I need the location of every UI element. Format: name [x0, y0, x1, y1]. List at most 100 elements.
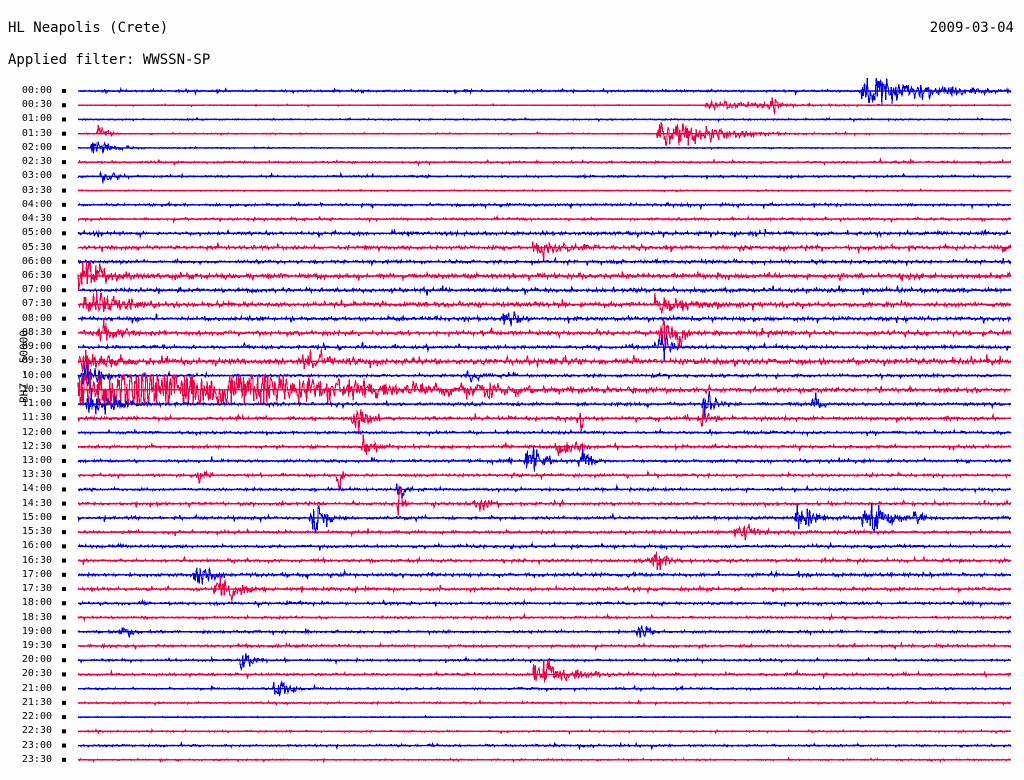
row-tick-mark	[62, 273, 66, 278]
station-title: HL Neapolis (Crete)	[8, 20, 169, 36]
seismic-trace	[77, 362, 1012, 387]
row-tick-mark	[62, 302, 66, 307]
time-label-0130: 01:30	[21, 127, 52, 139]
row-tick-mark	[62, 188, 66, 193]
time-label-0930: 09:30	[21, 355, 52, 367]
row-tick-mark	[62, 757, 66, 762]
time-label-1300: 13:00	[21, 454, 52, 466]
seismic-trace	[78, 434, 1012, 456]
time-label-1700: 17:00	[21, 568, 52, 580]
time-label-1530: 15:30	[21, 526, 52, 538]
row-tick-mark	[62, 530, 66, 535]
time-label-0100: 01:00	[21, 113, 52, 125]
trace-canvas	[62, 78, 1012, 764]
time-label-0900: 09:00	[21, 341, 52, 353]
time-label-0000: 00:00	[21, 85, 52, 96]
row-tick-mark	[62, 288, 66, 293]
time-label-0030: 00:30	[21, 99, 52, 111]
row-tick-mark	[62, 643, 66, 648]
seismic-trace	[77, 659, 1011, 683]
row-tick-mark	[62, 487, 66, 492]
time-label-1430: 14:30	[21, 497, 52, 509]
seismic-trace	[77, 567, 1012, 585]
row-tick-mark	[62, 729, 66, 734]
seismogram-plot-area: 00:00 00:30 01:00 01:30 02:00 02:30 03:00 03:30…	[0, 78, 1024, 778]
row-tick-mark	[62, 686, 66, 691]
time-label-0530: 05:30	[21, 241, 52, 253]
time-label-2100: 21:00	[21, 682, 52, 694]
row-tick-mark	[62, 145, 66, 150]
seismic-trace	[77, 292, 1012, 314]
seismic-trace	[77, 652, 1012, 671]
applied-filter-label: Applied filter: WWSSN-SP	[8, 52, 211, 68]
time-label-1200: 12:00	[21, 426, 52, 438]
row-tick-mark	[62, 672, 66, 677]
row-tick-mark	[62, 231, 66, 236]
time-label-0400: 04:00	[21, 198, 52, 210]
row-tick-mark	[62, 387, 66, 392]
row-tick-mark	[62, 558, 66, 563]
time-label-0800: 08:00	[21, 312, 52, 324]
time-label-2230: 22:30	[21, 725, 52, 737]
time-label-1630: 16:30	[21, 554, 52, 566]
row-tick-mark	[62, 160, 66, 165]
seismic-trace	[77, 407, 1011, 434]
row-tick-mark	[62, 501, 66, 506]
time-label-1600: 16:00	[21, 540, 52, 552]
row-tick-mark	[62, 629, 66, 634]
time-label-1100: 11:00	[21, 398, 52, 410]
row-tick-mark	[62, 544, 66, 549]
row-tick-mark	[62, 601, 66, 606]
time-label-1400: 14:00	[21, 483, 52, 495]
row-tick-mark	[62, 131, 66, 136]
row-tick-mark	[62, 587, 66, 592]
row-tick-mark	[62, 174, 66, 179]
seismic-trace	[77, 171, 1012, 184]
row-tick-mark	[62, 572, 66, 577]
time-label-0830: 08:30	[21, 326, 52, 338]
seismic-trace	[77, 483, 1012, 499]
time-label-0230: 02:30	[21, 156, 52, 168]
row-tick-mark	[62, 202, 66, 207]
seismic-trace	[77, 469, 1012, 492]
time-label-1000: 10:00	[21, 369, 52, 381]
row-tick-mark	[62, 89, 66, 93]
time-label-0700: 07:00	[21, 284, 52, 296]
time-label-1800: 18:00	[21, 597, 52, 609]
seismic-trace	[77, 445, 1012, 472]
time-label-2300: 23:00	[21, 739, 52, 751]
seismic-trace	[77, 241, 1012, 260]
time-label-0300: 03:00	[21, 170, 52, 182]
time-label-1130: 11:30	[21, 412, 52, 424]
row-tick-mark	[62, 117, 66, 122]
time-label-0630: 06:30	[21, 269, 52, 281]
time-label-2000: 20:00	[21, 654, 52, 666]
time-label-2130: 21:30	[21, 696, 52, 708]
row-tick-mark	[62, 473, 66, 478]
row-tick-mark	[62, 245, 66, 250]
time-label-2330: 23:30	[21, 753, 52, 765]
time-label-0730: 07:30	[21, 298, 52, 310]
time-label-0430: 04:30	[21, 213, 52, 225]
row-tick-mark	[62, 658, 66, 663]
row-tick-mark	[62, 259, 66, 264]
time-label-1500: 15:00	[21, 511, 52, 523]
time-label-1230: 12:30	[21, 440, 52, 452]
time-label-0330: 03:30	[21, 184, 52, 196]
row-tick-mark	[62, 615, 66, 620]
time-label-0500: 05:00	[21, 227, 52, 239]
row-tick-mark	[62, 359, 66, 364]
row-tick-mark	[62, 715, 66, 720]
row-tick-mark	[62, 330, 66, 335]
time-label-1830: 18:30	[21, 611, 52, 623]
time-label-1030: 10:30	[21, 383, 52, 395]
time-label-1330: 13:30	[21, 469, 52, 481]
row-tick-mark	[62, 430, 66, 435]
seismic-trace	[77, 373, 1012, 407]
time-label-1900: 19:00	[21, 625, 52, 637]
time-label-0600: 06:00	[21, 255, 52, 267]
seismic-trace	[78, 97, 1011, 115]
row-tick-mark	[62, 700, 66, 705]
seismic-trace	[77, 574, 1012, 601]
row-tick-mark	[62, 444, 66, 449]
